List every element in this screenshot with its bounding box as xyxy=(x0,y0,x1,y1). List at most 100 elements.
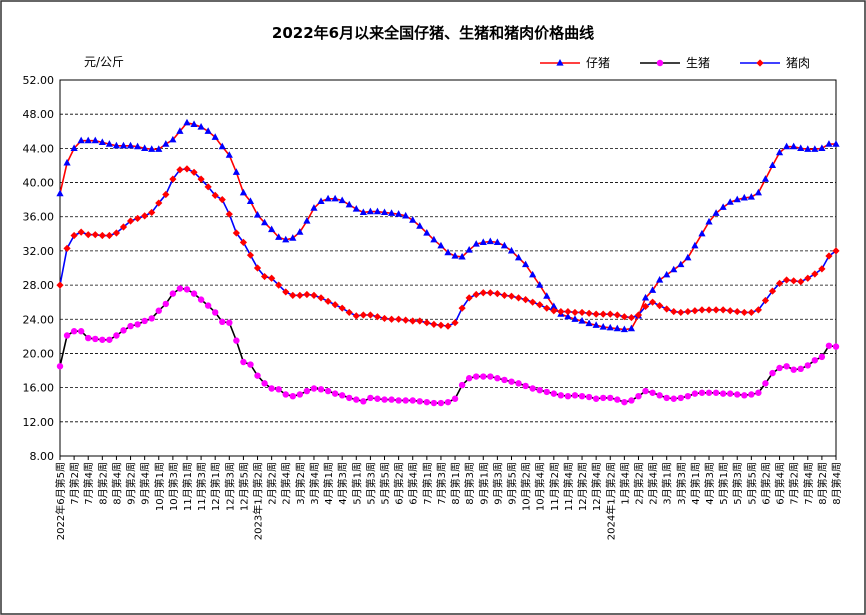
marker xyxy=(756,59,764,67)
x-tick-label: 7月第4周 xyxy=(802,462,815,505)
x-tick-label: 6月第2周 xyxy=(393,462,406,505)
marker xyxy=(253,264,262,272)
marker xyxy=(225,151,233,158)
marker xyxy=(63,158,71,166)
marker xyxy=(451,395,459,402)
chart-title: 2022年6月以来全国仔猪、生猪和猪肉价格曲线 xyxy=(272,24,594,42)
marker xyxy=(134,321,141,328)
marker xyxy=(613,311,621,319)
marker xyxy=(493,290,501,298)
x-tick-label: 9月第3周 xyxy=(491,462,504,505)
marker xyxy=(451,252,459,259)
marker xyxy=(141,212,149,220)
marker xyxy=(811,357,819,364)
x-tick-label: 5月第1周 xyxy=(350,462,363,505)
marker xyxy=(762,380,769,387)
marker xyxy=(691,307,699,315)
marker xyxy=(670,307,678,316)
marker xyxy=(444,322,452,330)
marker xyxy=(77,228,85,236)
x-tick-label: 9月第5周 xyxy=(505,462,518,505)
marker xyxy=(790,142,798,150)
marker xyxy=(176,285,184,292)
y-tick-label: 40.00 xyxy=(23,177,55,190)
marker xyxy=(106,336,113,343)
marker xyxy=(395,397,402,404)
y-tick-label: 8.00 xyxy=(30,450,55,463)
marker xyxy=(755,389,762,396)
x-tick-label: 2023年1月第2周 xyxy=(252,462,265,540)
marker xyxy=(338,196,346,204)
marker xyxy=(345,308,353,317)
marker xyxy=(501,376,508,384)
marker xyxy=(500,241,509,249)
x-tick-label: 4月第3周 xyxy=(703,462,716,505)
marker xyxy=(451,319,459,327)
marker xyxy=(261,380,268,387)
marker xyxy=(275,386,282,393)
marker xyxy=(155,307,162,314)
marker xyxy=(599,310,607,318)
y-tick-label: 44.00 xyxy=(23,142,55,155)
marker xyxy=(346,394,353,402)
marker xyxy=(416,222,424,229)
marker xyxy=(522,260,530,268)
marker xyxy=(740,193,748,201)
marker xyxy=(726,390,734,397)
marker xyxy=(127,322,134,330)
marker xyxy=(84,136,92,144)
marker xyxy=(585,309,593,317)
marker xyxy=(169,175,177,183)
marker xyxy=(486,289,494,297)
marker xyxy=(600,394,607,402)
marker xyxy=(606,323,614,331)
marker xyxy=(211,191,219,199)
marker xyxy=(70,231,78,240)
marker xyxy=(578,316,586,324)
marker xyxy=(176,127,184,134)
marker xyxy=(387,209,396,216)
marker xyxy=(409,397,416,404)
marker xyxy=(63,332,71,339)
marker xyxy=(571,308,579,317)
marker xyxy=(614,396,621,403)
marker xyxy=(381,396,388,403)
marker xyxy=(289,392,296,400)
legend-label: 生猪 xyxy=(686,56,710,70)
marker xyxy=(310,385,318,392)
marker xyxy=(289,291,297,299)
marker xyxy=(811,145,819,152)
marker xyxy=(712,306,720,314)
marker xyxy=(148,145,156,152)
marker xyxy=(698,229,706,237)
marker xyxy=(684,392,692,400)
y-tick-label: 12.00 xyxy=(23,416,55,429)
marker xyxy=(218,196,226,204)
marker xyxy=(91,136,99,144)
marker xyxy=(564,392,572,400)
marker xyxy=(543,388,550,396)
marker xyxy=(507,292,516,300)
marker xyxy=(317,197,325,204)
marker xyxy=(324,297,332,305)
marker xyxy=(677,394,684,402)
marker xyxy=(804,145,812,152)
marker xyxy=(289,234,297,241)
marker xyxy=(253,211,262,218)
marker xyxy=(423,398,431,406)
marker xyxy=(352,312,360,320)
marker xyxy=(733,195,741,203)
marker xyxy=(529,270,537,278)
marker xyxy=(296,291,304,299)
marker xyxy=(268,385,275,392)
x-tick-label: 2月第2周 xyxy=(266,462,279,505)
marker xyxy=(550,390,558,397)
marker xyxy=(621,398,628,406)
marker xyxy=(162,300,170,308)
marker xyxy=(691,241,699,249)
y-tick-label: 20.00 xyxy=(23,347,55,360)
marker xyxy=(607,394,614,402)
marker xyxy=(77,328,85,335)
marker xyxy=(556,59,564,66)
marker xyxy=(218,142,226,150)
